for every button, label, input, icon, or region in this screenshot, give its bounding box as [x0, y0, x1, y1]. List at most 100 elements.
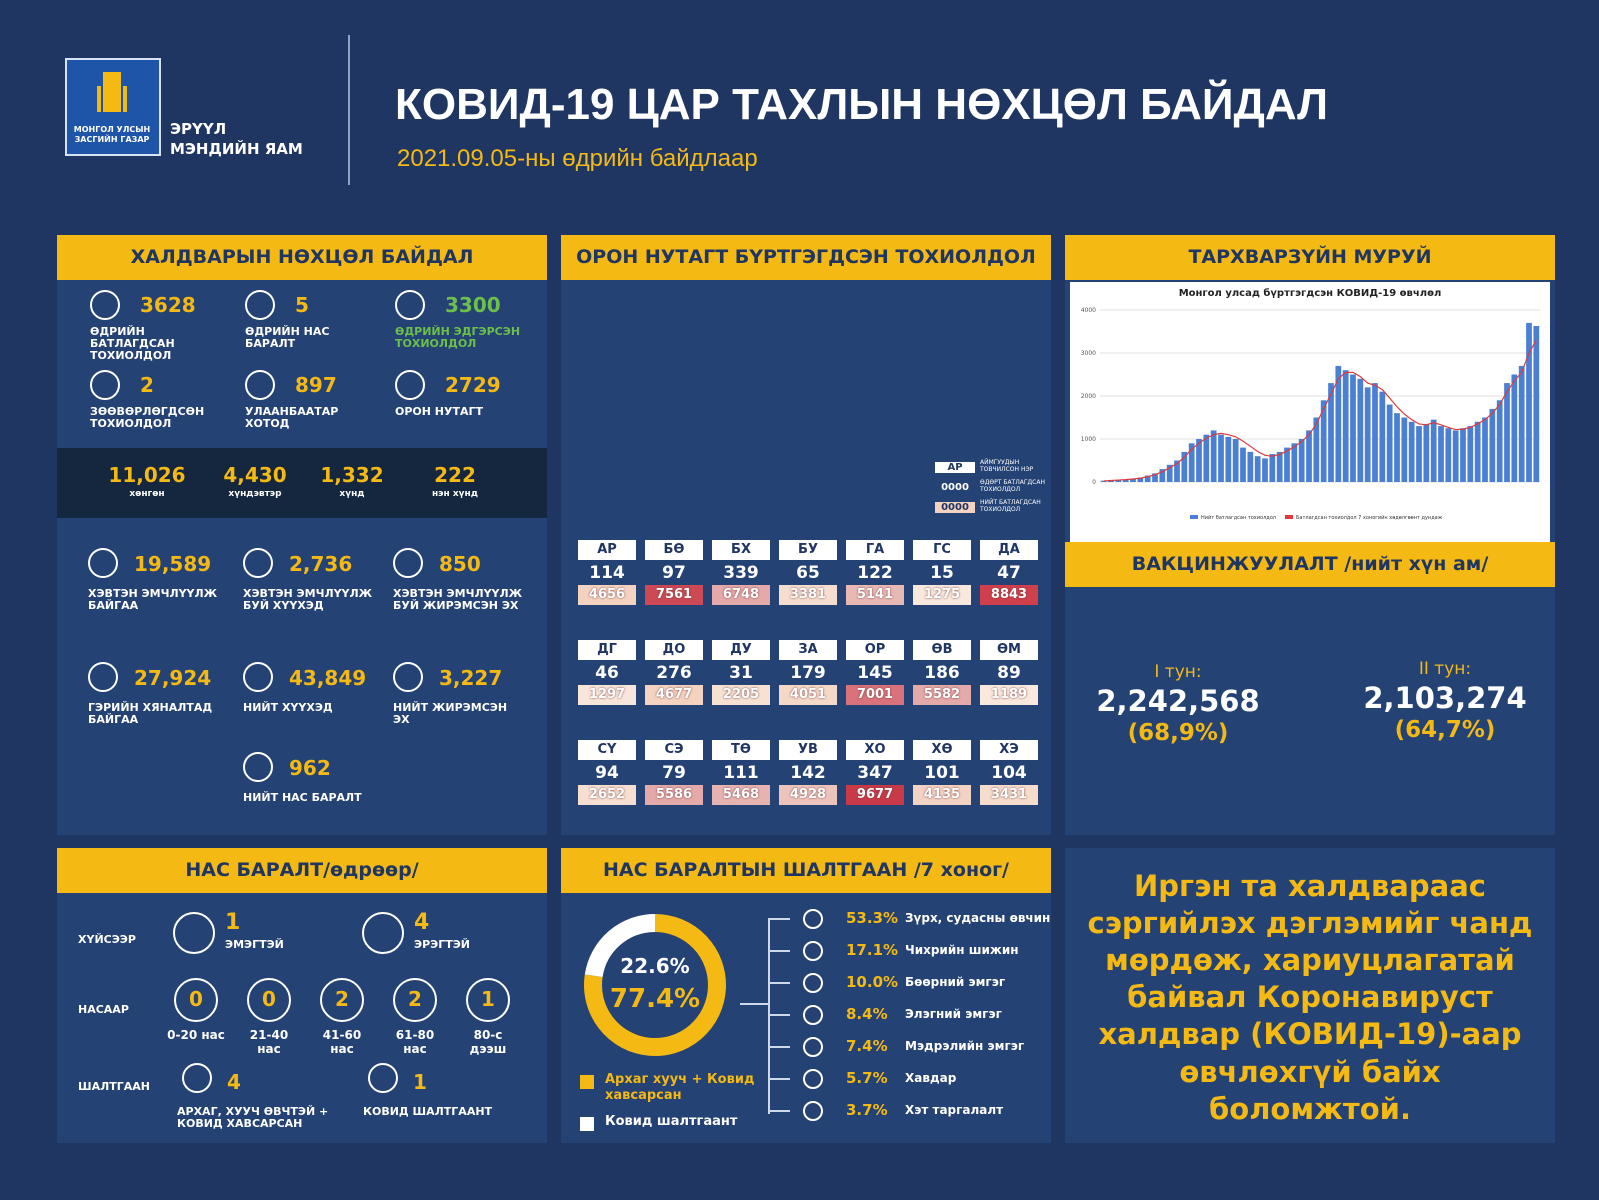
icon	[182, 1063, 212, 1093]
legend-swatch	[1190, 515, 1198, 519]
bar	[1474, 421, 1481, 482]
aimag-total: 1275	[913, 585, 971, 605]
bar	[1438, 426, 1444, 482]
donut-segment	[584, 914, 656, 978]
stat-value: 897	[295, 373, 337, 397]
legend-code: 0000	[941, 482, 969, 493]
hospital-label: ГЭРИЙН ХЯНАЛТАД БАЙГАА	[88, 701, 213, 727]
bar	[1100, 480, 1107, 482]
legend-label: ӨДӨРТ БАТЛАГДСАН ТОХИОЛДОЛ	[980, 479, 1045, 493]
icon	[803, 1037, 823, 1057]
hospital-value: 850	[439, 552, 481, 576]
aimag-code: БУ	[779, 540, 837, 560]
panel-title: ТАРХВАРЗҮЙН МУРУЙ	[1065, 235, 1555, 280]
icon	[803, 973, 823, 993]
bar	[1430, 419, 1437, 482]
aimag-code: АР	[578, 540, 636, 560]
age-value: 0	[189, 987, 203, 1011]
aimag-code: СЭ	[645, 740, 703, 760]
y-tick-label: 0	[1092, 479, 1096, 486]
cause-value: 1	[413, 1070, 427, 1094]
age-value: 0	[262, 987, 276, 1011]
bar	[1379, 391, 1386, 482]
panel	[57, 235, 547, 835]
aimag-total: 6748	[712, 585, 770, 605]
legend-code: АР	[935, 462, 975, 473]
bar	[1482, 417, 1488, 482]
bracket-tick	[768, 1110, 790, 1112]
aimag-code: ӨМ	[980, 640, 1038, 660]
bar	[1181, 451, 1188, 482]
icon	[245, 370, 275, 400]
donut-label: 77.4%	[610, 984, 700, 1014]
icon	[243, 548, 273, 578]
aimag-daily: 186	[924, 663, 960, 683]
icon	[803, 909, 823, 929]
severity-strip	[57, 448, 547, 518]
cause-name: Зүрх, судасны өвчин	[905, 911, 1051, 925]
bracket-tick	[768, 918, 790, 920]
icon	[803, 1101, 823, 1121]
legend-label: Ковид шалтгаант	[605, 1114, 738, 1129]
bar	[1174, 460, 1180, 482]
bracket-tick	[768, 1078, 790, 1080]
bracket-tick	[768, 982, 790, 984]
age-value: 2	[335, 987, 349, 1011]
dose-count: 2,242,568	[1096, 684, 1260, 718]
cause-share: 53.3%	[846, 909, 899, 927]
cause-label: АРХАГ, ХУУЧ ӨВЧТЭЙ + КОВИД ХАВСАРСАН	[177, 1105, 329, 1131]
bracket-tick	[768, 1014, 790, 1016]
hospital-value: 43,849	[289, 666, 367, 690]
soyombo	[97, 72, 127, 112]
row-label: НАСААР	[78, 1003, 129, 1016]
stat-label: ӨДРИЙН НАС БАРАЛТ	[245, 325, 330, 351]
dose-count: 2,103,274	[1363, 681, 1527, 715]
bar	[1232, 439, 1239, 482]
legend-code: 0000	[935, 502, 975, 513]
aimag-code: УВ	[779, 740, 837, 760]
legend-label: Нийт батлагдсан тохиолдол	[1201, 514, 1276, 521]
age-value: 1	[481, 987, 495, 1011]
aimag-total: 7561	[645, 585, 703, 605]
cause-name: Чихрийн шижин	[905, 943, 1019, 957]
donut-segment	[584, 914, 726, 1056]
aimag-daily: 111	[723, 763, 759, 783]
donut: 22.6% 77.4%	[584, 914, 726, 1056]
aimag-total: 3431	[980, 785, 1038, 805]
aimag-daily: 145	[857, 663, 893, 683]
hospital-value: 3,227	[439, 666, 503, 690]
donut-label: 22.6%	[620, 954, 689, 978]
age-circle	[320, 978, 364, 1022]
icon	[803, 1005, 823, 1025]
age-label: 80-с дээш	[469, 1028, 507, 1057]
bar	[1240, 447, 1246, 482]
bar	[1364, 387, 1371, 482]
bar	[1511, 374, 1518, 482]
icon	[243, 662, 273, 692]
hospital-value: 2,736	[289, 552, 353, 576]
bar	[1452, 430, 1459, 482]
aimag-total: 1297	[578, 685, 636, 705]
bar	[1144, 475, 1151, 482]
hospital-label: НИЙТ ЖИРЭМСЭН ЭХ	[393, 701, 508, 727]
aimag-total: 5468	[712, 785, 770, 805]
aimag-total: 2652	[578, 785, 636, 805]
hospital-label: НИЙТ ХҮҮХЭД	[243, 701, 333, 714]
bar	[1306, 430, 1312, 482]
cause-name: Мэдрэлийн эмгэг	[905, 1039, 1025, 1053]
aimag-total: 4928	[779, 785, 837, 805]
aimag-code: ХӨ	[913, 740, 971, 760]
bar	[1130, 478, 1136, 482]
panel-title: ХАЛДВАРЫН НӨХЦӨЛ БАЙДАЛ	[57, 235, 547, 280]
bar	[1342, 370, 1349, 482]
stat-label: ЗӨӨВӨРЛӨГДСӨН ТОХИОЛДОЛ	[90, 405, 205, 431]
bar	[1276, 451, 1283, 482]
legend-swatch	[1285, 515, 1293, 519]
icon	[395, 290, 425, 320]
bar	[1328, 383, 1334, 482]
row-label: ХҮЙСЭЭР	[78, 933, 136, 946]
bar	[1335, 365, 1342, 482]
page-subtitle: 2021.09.05-ны өдрийн байдлаар	[397, 145, 758, 172]
hospital-label: НИЙТ НАС БАРАЛТ	[243, 791, 362, 804]
icon	[245, 290, 275, 320]
